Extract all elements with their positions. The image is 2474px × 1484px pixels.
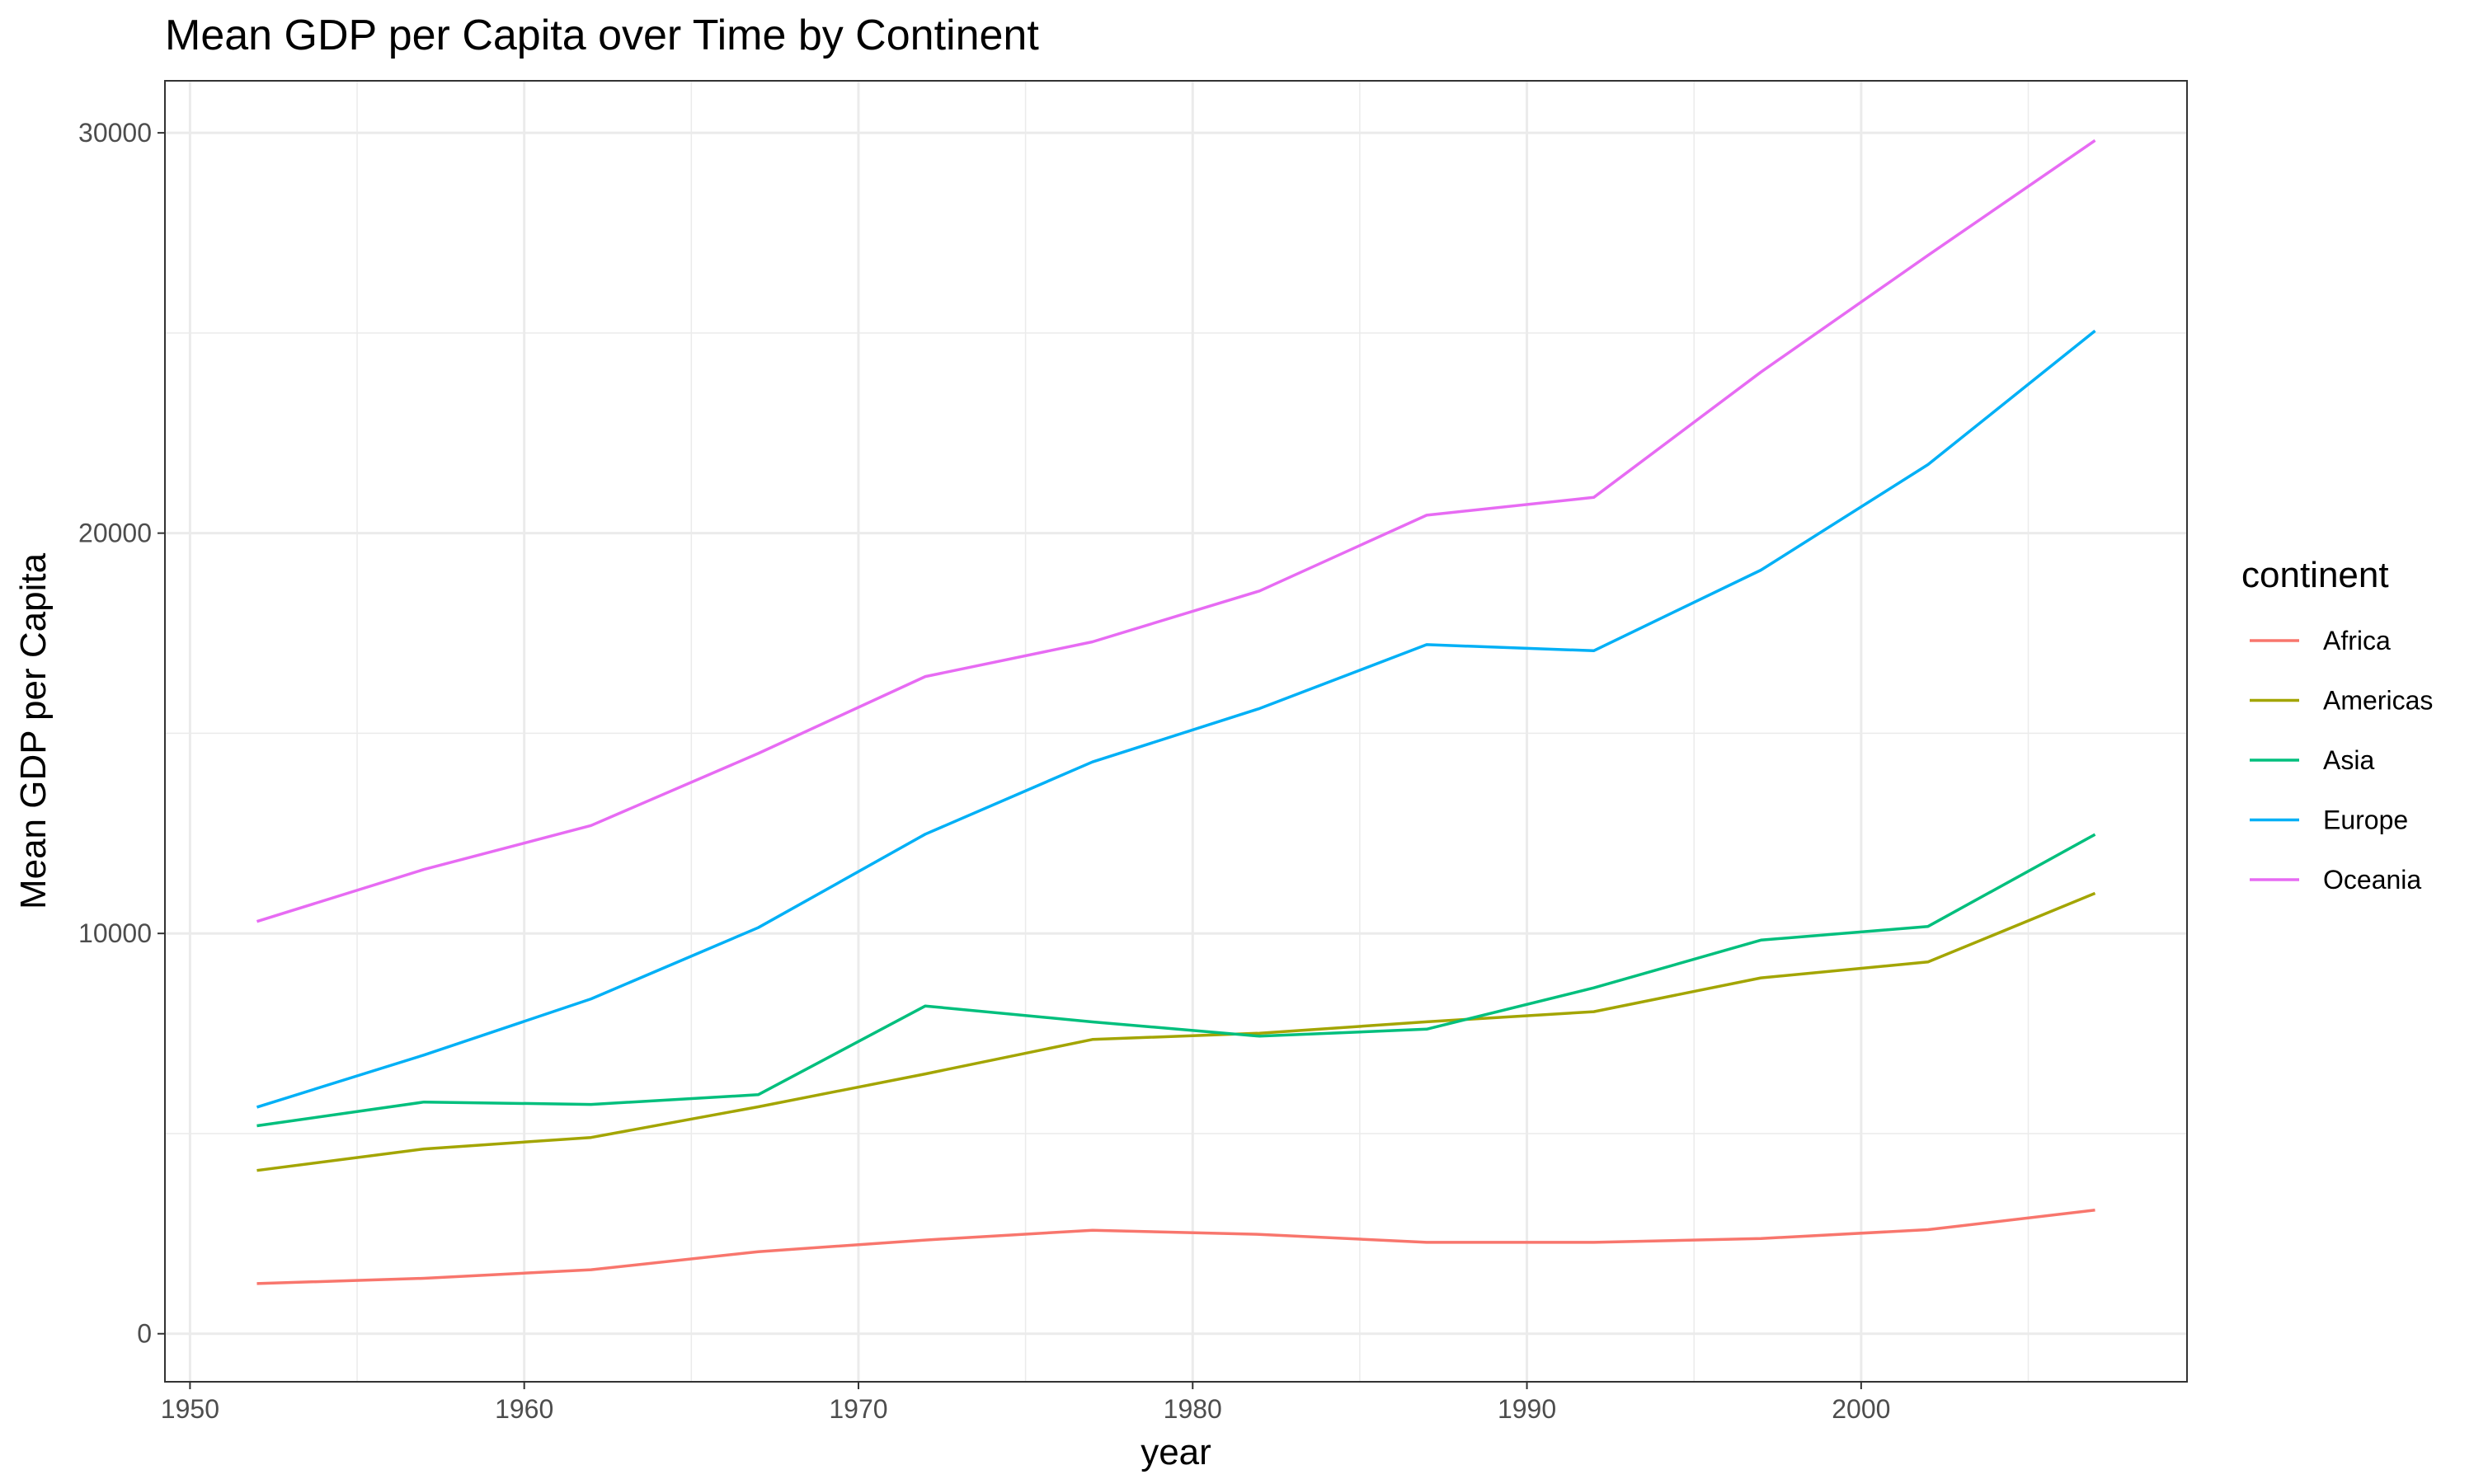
chart-title: Mean GDP per Capita over Time by Contine… [165,12,1039,59]
x-axis-title: year [1141,1432,1211,1472]
x-tick-label: 1950 [161,1394,219,1424]
series-line-africa [256,1209,2095,1285]
series-line-europe [256,329,2096,1109]
legend: continent Africa Americas Asia Europe Oceani… [2241,555,2433,895]
legend-title: continent [2241,555,2389,595]
y-tick-label: 20000 [78,519,152,548]
legend-label-europe: Europe [2323,805,2408,835]
grid-lines [165,81,2187,1382]
y-axis-title: Mean GDP per Capita [13,552,54,909]
y-tick-label: 0 [137,1319,152,1349]
x-tick-label: 2000 [1832,1394,1890,1424]
series-line-americas [256,891,2096,1172]
x-tick-label: 1960 [495,1394,553,1424]
series-line-oceania [256,139,2096,923]
x-tick-label: 1980 [1164,1394,1222,1424]
y-tick-label: 10000 [78,918,152,948]
plot-panel-border [164,80,2188,1383]
series-lines [256,139,2096,1285]
legend-label-oceania: Oceania [2323,865,2421,895]
legend-label-asia: Asia [2323,745,2374,775]
legend-items: Africa Americas Asia Europe Oceania [2250,626,2433,895]
x-tick-label: 1990 [1498,1394,1556,1424]
series-line-asia [256,833,2096,1128]
x-tick-label: 1970 [829,1394,887,1424]
legend-label-africa: Africa [2323,626,2391,655]
legend-label-americas: Americas [2323,686,2433,716]
y-tick-label: 30000 [78,118,152,148]
